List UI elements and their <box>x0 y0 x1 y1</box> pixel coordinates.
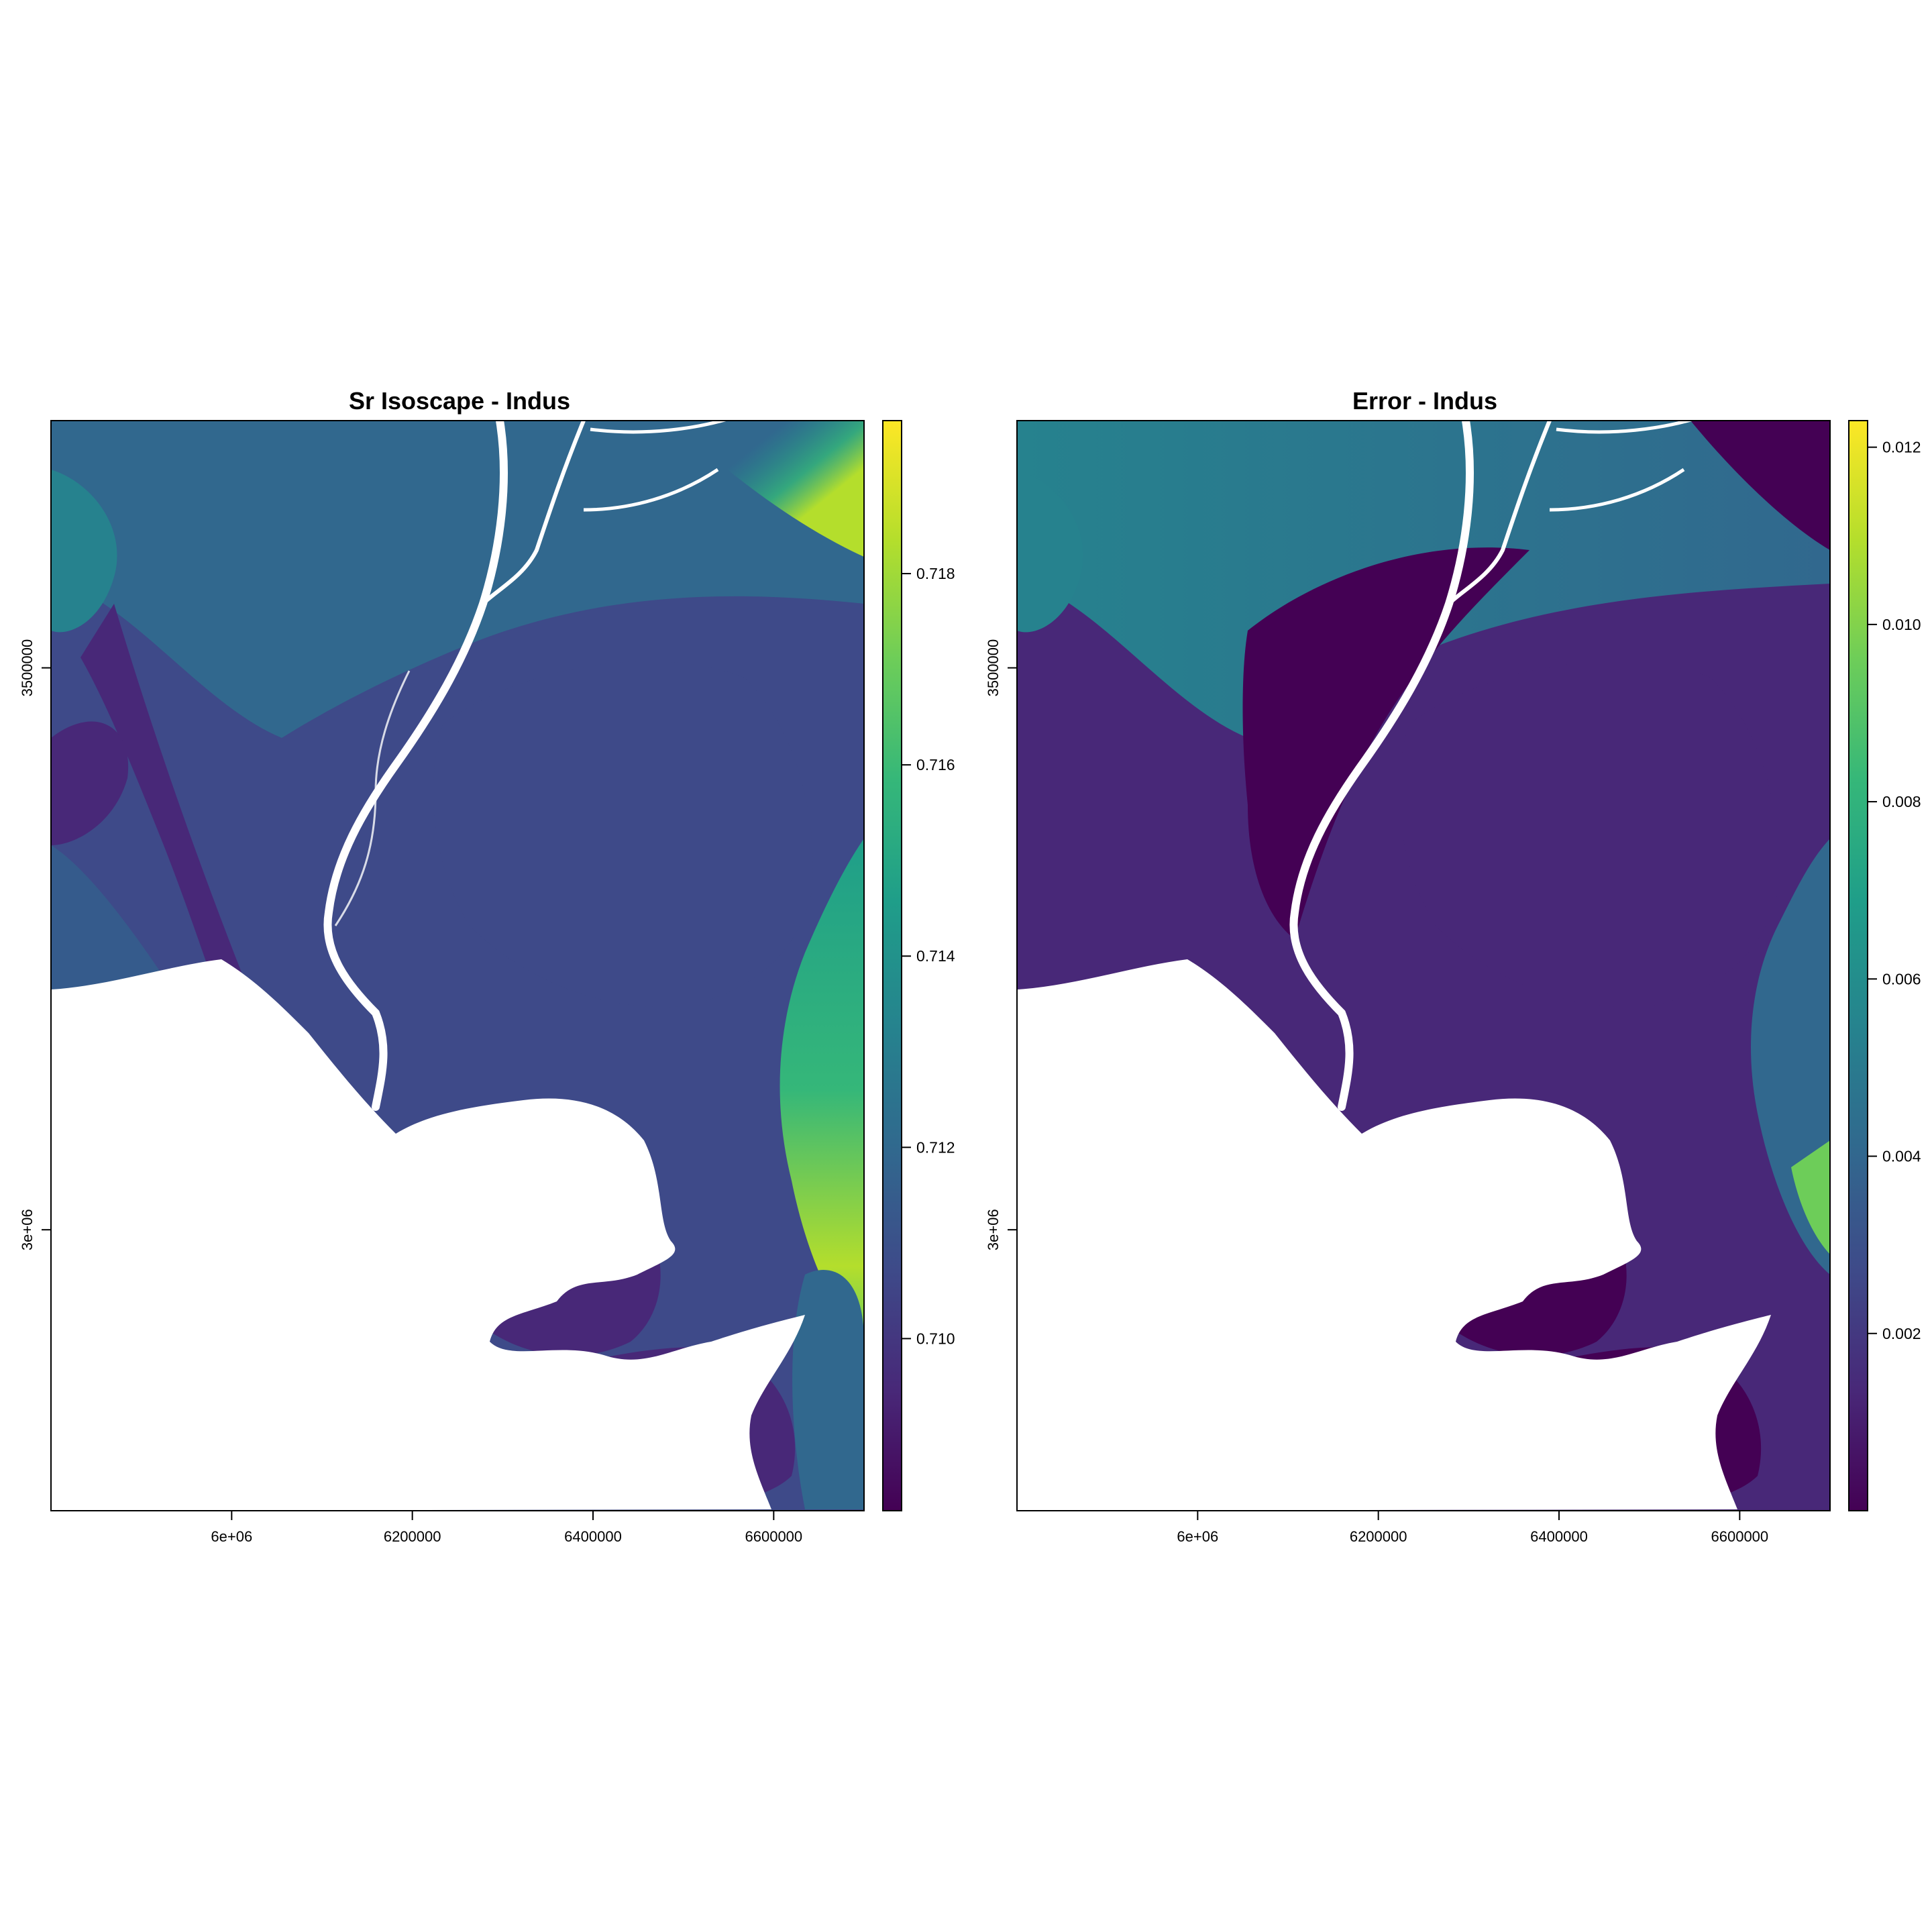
colorbar-ramp <box>882 420 902 1511</box>
colorbar-ticks: 0.002 0.004 0.006 0.008 0.010 0.012 <box>1868 439 1921 1342</box>
colorbar-tick-label: 0.712 <box>916 1138 955 1156</box>
raster-map <box>51 414 864 1511</box>
colorbar: 0.710 0.712 0.714 0.716 0.718 <box>882 420 955 1511</box>
y-tick-label: 3e+06 <box>19 1209 36 1250</box>
colorbar-tick-label: 0.010 <box>1882 616 1921 633</box>
panel-title: Sr Isoscape - Indus <box>349 387 570 415</box>
sea-mask <box>51 959 805 1511</box>
x-tick-label: 6e+06 <box>1177 1528 1218 1545</box>
indus-river <box>1289 417 1474 1111</box>
colorbar-tick-label: 0.002 <box>1882 1325 1921 1342</box>
colorbar-tick-label: 0.006 <box>1882 970 1921 987</box>
x-axis: 6e+06 6200000 6400000 6600000 <box>1177 1511 1768 1545</box>
error-panel: Error - Indus 6e+06 6200000 6400000 660000 <box>985 387 1921 1545</box>
x-tick-label: 6200000 <box>1350 1528 1407 1545</box>
sr-isoscape-panel: Sr Isoscape - Indus <box>19 387 955 1545</box>
colorbar-ticks: 0.710 0.712 0.714 0.716 0.718 <box>902 565 955 1347</box>
colorbar: 0.002 0.004 0.006 0.008 0.010 0.012 <box>1848 420 1921 1511</box>
x-tick-label: 6400000 <box>564 1528 622 1545</box>
x-tick-label: 6200000 <box>384 1528 441 1545</box>
y-axis: 3e+06 3500000 <box>19 639 51 1250</box>
colorbar-ramp <box>1848 420 1868 1511</box>
panel-title: Error - Indus <box>1352 387 1497 415</box>
x-axis: 6e+06 6200000 6400000 6600000 <box>211 1511 802 1545</box>
y-tick-label: 3e+06 <box>985 1209 1002 1250</box>
y-tick-label: 3500000 <box>985 639 1002 697</box>
x-tick-label: 6e+06 <box>211 1528 252 1545</box>
y-tick-label: 3500000 <box>19 639 36 697</box>
sea-mask <box>1017 959 1771 1511</box>
x-tick-label: 6600000 <box>745 1528 803 1545</box>
colorbar-tick-label: 0.714 <box>916 947 955 965</box>
colorbar-tick-label: 0.004 <box>1882 1148 1921 1165</box>
indus-river <box>323 417 508 1111</box>
raster-map <box>1017 414 1830 1511</box>
colorbar-tick-label: 0.718 <box>916 565 955 582</box>
colorbar-tick-label: 0.716 <box>916 756 955 773</box>
colorbar-tick-label: 0.710 <box>916 1330 955 1347</box>
colorbar-tick-label: 0.012 <box>1882 439 1921 456</box>
map-frame <box>1016 420 1831 1511</box>
x-tick-label: 6600000 <box>1711 1528 1769 1545</box>
colorbar-tick-label: 0.008 <box>1882 793 1921 810</box>
y-axis: 3e+06 3500000 <box>985 639 1017 1250</box>
x-tick-label: 6400000 <box>1530 1528 1588 1545</box>
map-frame <box>50 420 865 1511</box>
